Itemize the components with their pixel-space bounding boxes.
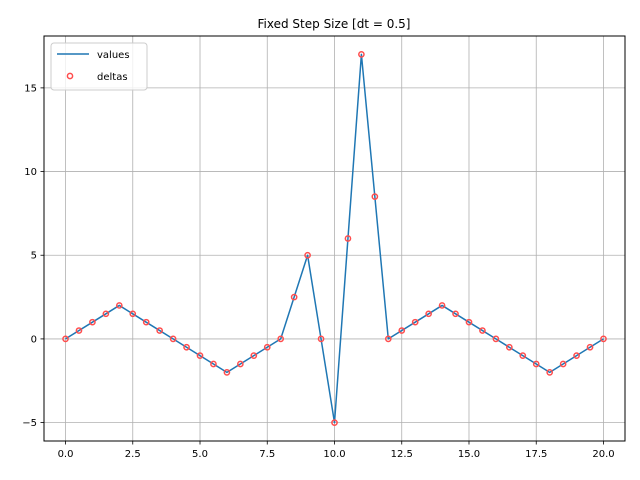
data-point-deltas	[317, 335, 325, 343]
data-point-deltas	[465, 318, 473, 326]
data-point-deltas	[573, 352, 580, 359]
data-point-deltas	[210, 360, 217, 368]
data-point-deltas	[62, 335, 69, 343]
data-point-deltas	[237, 360, 244, 368]
data-point-deltas	[546, 369, 554, 376]
x-tick-label: 15.0	[458, 449, 480, 460]
data-point-deltas	[156, 327, 164, 334]
data-point-deltas	[183, 343, 190, 351]
y-tick-label: 0	[31, 334, 37, 345]
data-point-deltas	[519, 352, 527, 359]
data-point-deltas	[425, 310, 432, 318]
data-point-deltas	[169, 335, 177, 343]
data-point-deltas	[115, 302, 123, 309]
legend-label-values: values	[97, 50, 130, 61]
data-point-deltas	[505, 343, 513, 351]
x-tick-label: 7.5	[259, 449, 275, 460]
legend-swatch-deltas	[66, 72, 74, 80]
x-tick-label: 2.5	[125, 449, 141, 460]
legend: values deltas	[50, 42, 148, 91]
data-point-deltas	[290, 293, 298, 301]
data-point-deltas	[344, 235, 352, 242]
y-tick-label: 10	[24, 167, 37, 178]
legend-label-deltas: deltas	[97, 72, 128, 83]
series-layer	[62, 51, 607, 426]
data-point-deltas	[452, 310, 459, 318]
data-point-deltas	[600, 335, 607, 343]
data-point-deltas	[89, 318, 96, 326]
x-tick-label: 0.0	[58, 449, 74, 460]
data-point-deltas	[559, 360, 567, 368]
data-point-deltas	[129, 310, 137, 318]
data-point-deltas	[371, 193, 379, 201]
data-point-deltas	[438, 302, 446, 309]
data-point-deltas	[358, 51, 365, 58]
series-line-values	[65, 53, 604, 424]
data-point-deltas	[479, 327, 486, 334]
data-point-deltas	[142, 318, 150, 326]
data-point-deltas	[384, 335, 392, 343]
x-tick-label: 12.5	[391, 449, 413, 460]
y-tick-label: −5	[22, 418, 37, 429]
data-point-deltas	[277, 335, 285, 343]
data-point-deltas	[75, 327, 83, 334]
data-point-deltas	[304, 251, 311, 259]
data-point-deltas	[263, 343, 271, 351]
data-point-deltas	[102, 310, 110, 318]
x-tick-label: 20.0	[592, 449, 614, 460]
data-point-deltas	[586, 343, 594, 351]
data-point-deltas	[196, 352, 204, 359]
chart-title: Fixed Step Size [dt = 0.5]	[258, 17, 411, 31]
axis-ticks: 0.0 2.5 5.0 7.5 10.0 12.5 15.0 17.5 20.0 −5 0 5 10 15	[22, 83, 614, 460]
data-point-deltas	[398, 327, 406, 334]
data-point-deltas	[492, 335, 500, 343]
data-point-deltas	[223, 369, 231, 376]
data-point-deltas	[250, 352, 258, 359]
data-point-deltas	[532, 360, 540, 368]
x-tick-label: 10.0	[323, 449, 345, 460]
data-point-deltas	[331, 419, 338, 426]
data-point-deltas	[411, 318, 419, 326]
x-tick-label: 5.0	[192, 449, 208, 460]
y-tick-label: 15	[24, 83, 37, 94]
y-tick-label: 5	[31, 251, 37, 262]
x-tick-label: 17.5	[525, 449, 547, 460]
